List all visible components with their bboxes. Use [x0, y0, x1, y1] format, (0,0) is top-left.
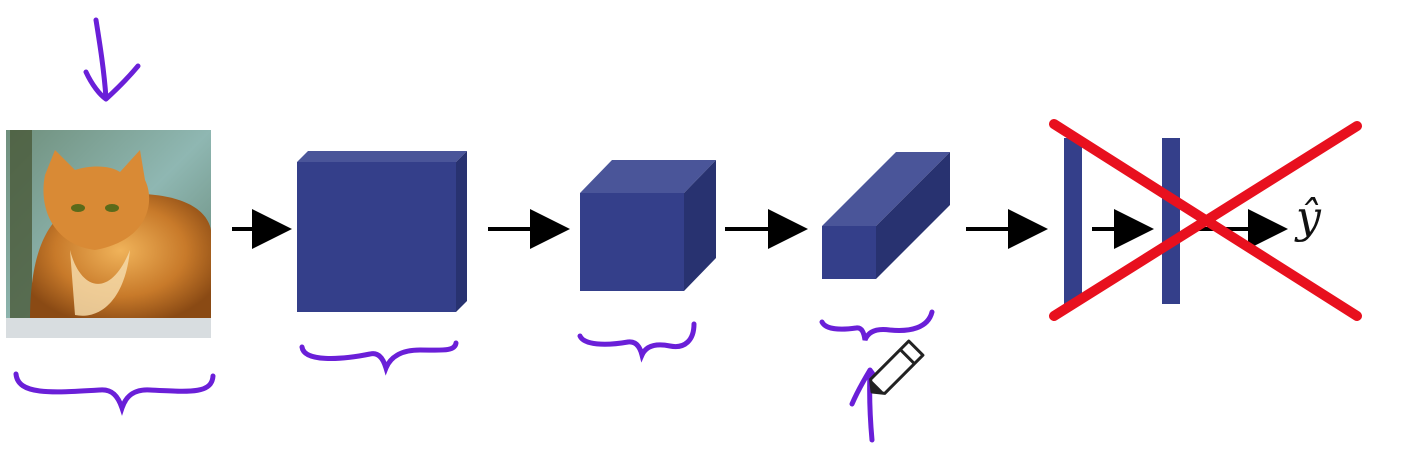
ink-brace-3	[577, 321, 697, 363]
conv-volume-2	[580, 160, 716, 291]
cat-right-eye	[105, 204, 119, 212]
conv-volume-1	[297, 151, 467, 312]
volume-3-side	[876, 152, 950, 279]
snow-ledge	[6, 318, 211, 338]
volume-1-top	[297, 151, 467, 162]
volume-3-front	[822, 226, 876, 279]
volume-2-side	[684, 160, 716, 291]
ink-brace-4	[819, 309, 935, 342]
output-label: ŷ	[1296, 192, 1321, 243]
ink-down-arrow	[83, 17, 141, 102]
pencil-icon	[869, 339, 925, 395]
volume-1-side	[456, 151, 467, 312]
volume-1-front	[297, 162, 456, 312]
input-image	[6, 130, 211, 338]
volume-3-top	[822, 152, 950, 226]
ink-brace-2	[299, 340, 459, 376]
tree-trunk	[10, 130, 32, 320]
cat-head	[43, 150, 150, 250]
fc-layer-1	[1064, 138, 1082, 304]
pencil-ferrule	[899, 348, 916, 365]
fc-layer-2	[1162, 138, 1180, 304]
cat-chest	[70, 250, 130, 316]
cross-stroke-2	[1049, 121, 1362, 321]
volume-2-top	[580, 160, 716, 193]
conv-volume-3	[822, 152, 950, 279]
ink-brace-1	[13, 371, 216, 416]
volume-2-front	[580, 193, 684, 291]
cat-left-eye	[71, 204, 85, 212]
